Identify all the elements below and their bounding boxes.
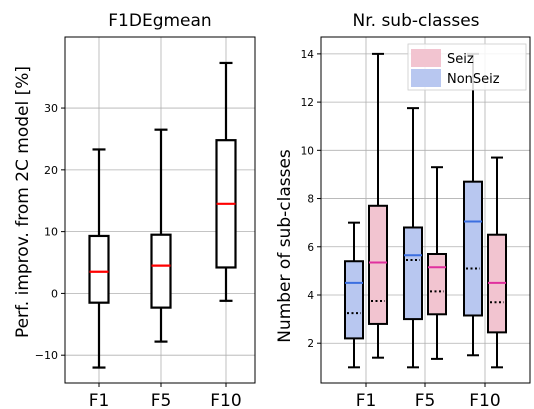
left-boxes (88, 61, 237, 369)
left-xtick-label: F1 (89, 391, 110, 409)
right-boxes (344, 52, 507, 369)
iqr-box (150, 233, 172, 309)
left-box-f1 (88, 148, 110, 369)
right-ytick-label: 12 (301, 97, 314, 109)
right-box-nonseiz-f5 (403, 107, 423, 369)
right-ytick-label: 4 (307, 290, 314, 302)
right-ytick-label: 10 (301, 145, 314, 157)
left-axes-frame (64, 36, 256, 384)
legend-label-nonseiz: NonSeiz (447, 72, 500, 87)
right-box-nonseiz-f1 (344, 221, 364, 369)
left-box-f5 (150, 128, 172, 343)
left-xtick-label: F10 (210, 391, 241, 409)
iqr-box (403, 226, 423, 321)
legend-swatch-nonseiz (411, 69, 441, 87)
left-ytick-label: 30 (44, 102, 58, 115)
left-title: F1DEgmean (108, 11, 211, 31)
left-panel: F1DEgmean Perf. improv. from 2C model [%… (13, 11, 256, 409)
iqr-box (344, 260, 364, 340)
left-ytick-label: 10 (44, 226, 58, 239)
right-xtick-label: F5 (415, 391, 436, 409)
left-box-f10 (215, 61, 237, 302)
right-box-seiz-f1 (368, 52, 388, 359)
left-ytick-label: 20 (44, 164, 58, 177)
right-ytick-label: 14 (301, 49, 315, 61)
right-ytick-label: 6 (307, 242, 314, 254)
right-ylabel: Number of sub-classes (275, 149, 295, 343)
legend: Seiz NonSeiz (407, 43, 527, 91)
right-xtick-label: F10 (469, 391, 500, 409)
legend-swatch-seiz (411, 49, 441, 67)
right-ytick-label: 8 (307, 194, 314, 206)
right-xticks: F1 F5 F10 (356, 383, 501, 409)
right-title: Nr. sub-classes (352, 11, 479, 31)
iqr-box (88, 234, 110, 304)
left-yticks: −10 0 10 20 30 (35, 102, 65, 362)
right-ytick-label: 2 (307, 338, 314, 350)
iqr-box (427, 253, 447, 316)
left-xtick-label: F5 (151, 391, 172, 409)
right-yticks: 2 4 6 8 10 12 14 (301, 49, 321, 350)
iqr-box (368, 204, 388, 325)
legend-label-seiz: Seiz (447, 52, 474, 67)
left-xticks: F1 F5 F10 (89, 383, 242, 409)
right-xtick-label: F1 (356, 391, 377, 409)
left-ytick-label: 0 (51, 287, 58, 300)
right-box-nonseiz-f10 (463, 52, 483, 357)
iqr-box (463, 180, 483, 317)
left-ytick-label: −10 (35, 349, 58, 362)
right-panel: Nr. sub-classes Number of sub-classes 2 4… (275, 11, 531, 409)
right-box-seiz-f5 (427, 166, 447, 360)
left-ylabel: Perf. improv. from 2C model [%] (13, 66, 33, 338)
right-box-seiz-f10 (487, 156, 507, 369)
right-axes-frame (320, 36, 531, 384)
